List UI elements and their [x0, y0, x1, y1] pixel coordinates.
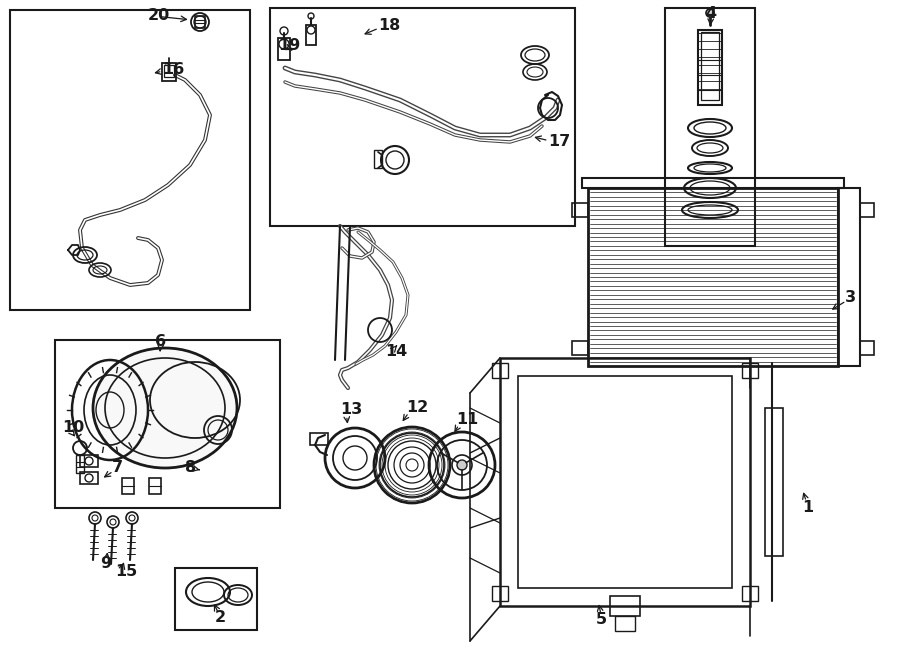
- Text: 12: 12: [406, 401, 428, 416]
- Text: 13: 13: [340, 403, 362, 418]
- Bar: [615, 616, 635, 631]
- Bar: [492, 586, 508, 601]
- Bar: [278, 38, 290, 60]
- Circle shape: [457, 460, 467, 470]
- Bar: [572, 341, 588, 355]
- Bar: [122, 478, 134, 494]
- Ellipse shape: [93, 348, 237, 468]
- Text: 2: 2: [215, 611, 226, 625]
- Text: 3: 3: [845, 290, 856, 305]
- Text: 10: 10: [62, 420, 85, 436]
- Text: 5: 5: [596, 613, 608, 627]
- Bar: [164, 65, 174, 77]
- Bar: [742, 586, 758, 601]
- Bar: [149, 478, 161, 494]
- Bar: [310, 433, 328, 445]
- Bar: [765, 408, 783, 556]
- Bar: [10, 10, 250, 310]
- Bar: [582, 178, 844, 188]
- Text: 15: 15: [115, 564, 137, 580]
- Bar: [195, 16, 205, 28]
- Bar: [80, 472, 98, 484]
- Bar: [80, 455, 98, 467]
- Text: 18: 18: [378, 19, 400, 34]
- Bar: [742, 363, 758, 378]
- Circle shape: [706, 9, 714, 17]
- Text: 6: 6: [155, 334, 166, 350]
- Bar: [374, 150, 382, 168]
- Bar: [838, 188, 860, 366]
- Text: 9: 9: [100, 557, 111, 572]
- Text: 8: 8: [185, 461, 196, 475]
- Bar: [76, 455, 84, 473]
- Bar: [492, 363, 508, 378]
- Bar: [55, 340, 280, 508]
- Text: 14: 14: [385, 344, 407, 360]
- Text: 20: 20: [148, 9, 170, 24]
- Text: 19: 19: [278, 38, 301, 54]
- Bar: [162, 63, 176, 81]
- Bar: [610, 596, 640, 616]
- Text: 7: 7: [112, 461, 123, 475]
- Bar: [175, 568, 257, 630]
- Bar: [500, 358, 750, 606]
- Bar: [665, 8, 755, 246]
- Bar: [698, 30, 722, 105]
- Bar: [860, 341, 874, 355]
- Text: 16: 16: [162, 63, 184, 77]
- Bar: [860, 203, 874, 217]
- Text: 1: 1: [802, 500, 813, 514]
- Bar: [306, 25, 316, 45]
- Bar: [270, 8, 575, 226]
- Text: 4: 4: [705, 7, 716, 22]
- Bar: [588, 188, 838, 366]
- Bar: [572, 203, 588, 217]
- Text: 11: 11: [456, 412, 478, 428]
- Bar: [518, 376, 732, 588]
- Text: 17: 17: [548, 134, 571, 149]
- Bar: [701, 32, 719, 100]
